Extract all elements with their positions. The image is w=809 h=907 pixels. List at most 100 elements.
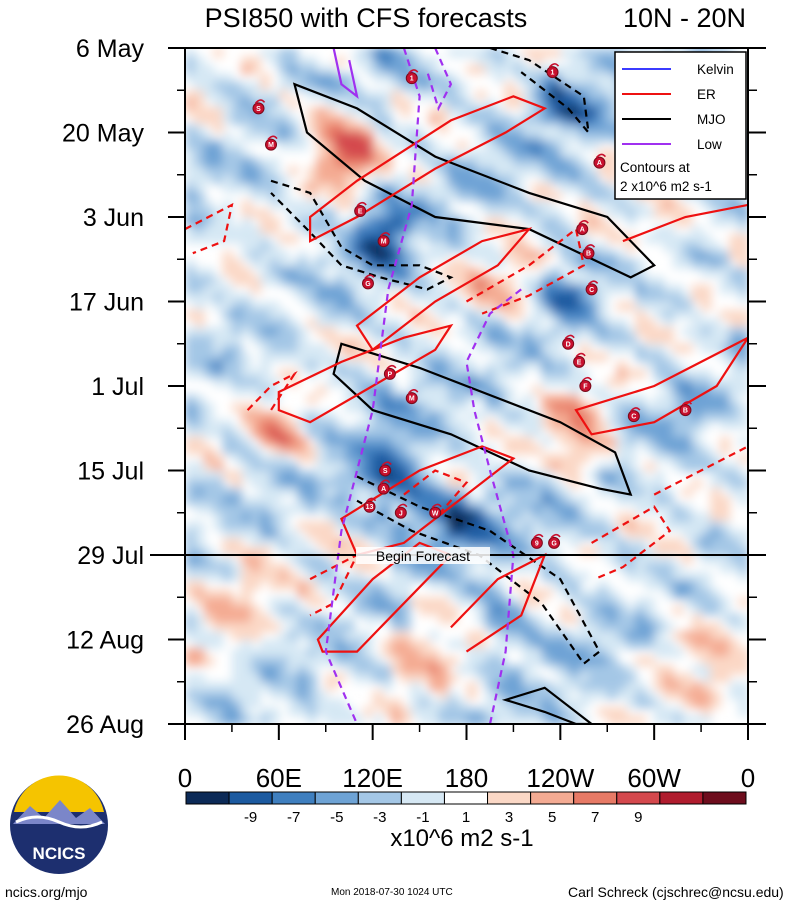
field-cell bbox=[569, 250, 581, 261]
field-cell bbox=[231, 647, 243, 658]
field-cell bbox=[691, 462, 703, 472]
field-cell bbox=[738, 538, 748, 548]
field-cell bbox=[635, 369, 646, 379]
field-cell bbox=[438, 267, 449, 278]
field-cell bbox=[494, 546, 506, 556]
field-cell bbox=[597, 690, 609, 700]
cyclone-arm bbox=[408, 389, 419, 394]
field-cell bbox=[353, 90, 365, 100]
field-cell bbox=[691, 293, 703, 303]
field-cell bbox=[626, 487, 637, 497]
field-cell bbox=[522, 639, 534, 649]
field-cell bbox=[288, 631, 299, 641]
field-cell bbox=[635, 698, 646, 709]
field-cell bbox=[353, 597, 365, 607]
cyclone-arm bbox=[564, 334, 575, 340]
field-cell bbox=[607, 377, 618, 387]
field-cell bbox=[485, 462, 496, 472]
y-tick-label: 20 May bbox=[62, 120, 144, 148]
field-cell bbox=[288, 115, 299, 126]
footer-url[interactable]: ncics.org/mjo bbox=[5, 884, 88, 900]
field-cell bbox=[344, 512, 355, 523]
field-cell bbox=[335, 571, 346, 582]
field-cell bbox=[550, 563, 562, 573]
field-cell bbox=[447, 73, 459, 83]
field-cell bbox=[719, 563, 731, 573]
field-cell bbox=[626, 478, 637, 489]
cyclone-arm bbox=[575, 352, 586, 358]
field-cell bbox=[485, 48, 496, 58]
field-cell bbox=[541, 284, 552, 295]
field-cell bbox=[194, 419, 205, 430]
field-cell bbox=[344, 538, 355, 548]
x-axis: 0 60E 120E 180 120W 60W 0 bbox=[178, 724, 755, 793]
field-cell bbox=[194, 639, 205, 649]
field-cell bbox=[316, 690, 327, 700]
cyclone-arm bbox=[681, 401, 693, 406]
field-cell bbox=[213, 157, 224, 168]
field-cell bbox=[231, 707, 243, 717]
field-cell bbox=[522, 107, 534, 117]
field-cell bbox=[588, 124, 599, 134]
field-cell bbox=[597, 115, 609, 126]
field-cell bbox=[616, 707, 628, 717]
field-cell bbox=[447, 563, 459, 573]
field-cell bbox=[428, 394, 440, 404]
field-cell bbox=[663, 707, 674, 717]
field-cell bbox=[231, 529, 243, 540]
field-cell bbox=[719, 529, 731, 540]
field-cell bbox=[522, 647, 534, 658]
field-cell bbox=[438, 673, 449, 683]
field-cell bbox=[269, 673, 280, 683]
field-cell bbox=[428, 90, 440, 100]
field-cell bbox=[241, 217, 252, 227]
field-cell bbox=[185, 200, 196, 210]
field-cell bbox=[297, 673, 308, 683]
field-cell bbox=[241, 664, 252, 675]
field-cell bbox=[194, 208, 205, 218]
field-cell bbox=[532, 673, 543, 683]
field-cell bbox=[663, 386, 674, 396]
field-cell bbox=[672, 546, 684, 556]
field-cell bbox=[475, 571, 487, 582]
field-cell bbox=[419, 174, 430, 185]
field-cell bbox=[316, 217, 327, 227]
field-cell bbox=[738, 386, 748, 396]
field-cell bbox=[363, 132, 374, 142]
field-cell bbox=[475, 250, 487, 261]
field-cell bbox=[494, 690, 506, 700]
field-cell bbox=[250, 690, 262, 700]
field-cell bbox=[729, 664, 740, 675]
field-cell bbox=[428, 326, 440, 337]
field-cell bbox=[682, 681, 693, 692]
field-cell bbox=[654, 309, 665, 320]
field-cell bbox=[363, 217, 374, 227]
field-cell bbox=[550, 208, 562, 218]
field-cell bbox=[400, 402, 412, 413]
field-cell bbox=[532, 98, 543, 109]
field-cell bbox=[569, 664, 581, 675]
field-cell bbox=[316, 157, 327, 168]
field-cell bbox=[391, 487, 402, 497]
field-cell bbox=[419, 411, 430, 421]
field-cell bbox=[241, 529, 252, 540]
field-cell bbox=[400, 631, 412, 641]
field-cell bbox=[316, 529, 327, 540]
field-cell bbox=[626, 546, 637, 556]
field-cell bbox=[710, 470, 721, 480]
field-cell bbox=[353, 428, 365, 438]
field-cell bbox=[485, 538, 496, 548]
field-cell bbox=[532, 259, 543, 269]
field-cell bbox=[691, 681, 703, 692]
field-cell bbox=[569, 647, 581, 658]
field-cell bbox=[241, 690, 252, 700]
field-cell bbox=[494, 402, 506, 413]
field-cell bbox=[466, 191, 477, 202]
field-cell bbox=[541, 360, 552, 371]
field-cell bbox=[550, 377, 562, 387]
field-cell bbox=[372, 656, 384, 666]
field-cell bbox=[579, 495, 590, 506]
colorbar-tick-label: -5 bbox=[330, 809, 343, 826]
field-cell bbox=[382, 200, 393, 210]
